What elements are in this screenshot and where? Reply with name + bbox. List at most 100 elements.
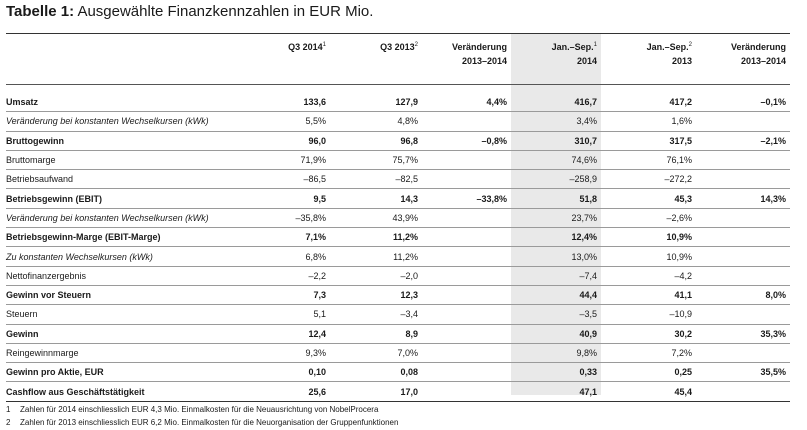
table-cell bbox=[422, 285, 511, 304]
table-cell: 71,9% bbox=[300, 155, 326, 166]
row-label: Reingewinnmarge bbox=[6, 348, 79, 358]
table-cell bbox=[422, 305, 511, 324]
table-cell bbox=[422, 228, 511, 247]
table-cell: 4,4% bbox=[486, 96, 507, 107]
table-cell: –33,8% bbox=[476, 193, 507, 204]
table-cell: 25,6 bbox=[308, 386, 326, 397]
row-label: Gewinn bbox=[6, 328, 39, 339]
row-label: Gewinn vor Steuern bbox=[6, 290, 92, 301]
footnote: 2 Zahlen für 2013 einschliesslich EUR 6,… bbox=[6, 416, 398, 429]
footnotes: 1 Zahlen für 2014 einschliesslich EUR 4,… bbox=[6, 403, 398, 429]
column-header: Veränderung 2013–2014 bbox=[730, 42, 786, 66]
footnote: 1 Zahlen für 2014 einschliesslich EUR 4,… bbox=[6, 403, 398, 416]
footnote-number: 2 bbox=[6, 418, 11, 427]
table-cell bbox=[422, 247, 511, 266]
table-row: Veränderung bei konstanten Wechselkursen… bbox=[6, 208, 790, 228]
table-cell: 14,3% bbox=[760, 193, 786, 204]
table-cell: 8,0% bbox=[765, 290, 786, 301]
table-cell: 10,9% bbox=[666, 232, 692, 243]
table-cell: 5,1 bbox=[313, 309, 326, 320]
table-cell: –272,2 bbox=[664, 174, 692, 185]
table-cell: 10,9% bbox=[666, 251, 692, 262]
row-label: Bruttogewinn bbox=[6, 135, 64, 146]
table-row: Steuern 5,1 –3,4 –3,5 –10,9 bbox=[6, 305, 790, 325]
row-label: Cashflow aus Geschäftstätigkeit bbox=[6, 386, 145, 397]
table-row: Zu konstanten Wechselkursen (kWk) 6,8% 11,… bbox=[6, 247, 790, 267]
table-cell bbox=[696, 112, 790, 131]
table-cell: –0,8% bbox=[481, 135, 507, 146]
table-cell: 47,1 bbox=[579, 386, 597, 397]
table-cell: 23,7% bbox=[571, 212, 597, 223]
table-cell: –0,1% bbox=[760, 96, 786, 107]
table-cell: 12,3 bbox=[400, 290, 418, 301]
table-cell bbox=[696, 228, 790, 247]
table-cell: 8,9 bbox=[405, 328, 418, 339]
table-cell: 4,8% bbox=[397, 116, 418, 127]
table-cell: 45,3 bbox=[674, 193, 692, 204]
table-cell: 9,5 bbox=[313, 193, 326, 204]
table-cell: 11,2% bbox=[392, 232, 418, 243]
table-cell: 5,5% bbox=[305, 116, 326, 127]
table-cell bbox=[696, 208, 790, 227]
table-cell: 317,5 bbox=[669, 135, 692, 146]
table-cell: 12,4% bbox=[571, 232, 597, 243]
table-row: Bruttogewinn 96,0 96,8 –0,8% 310,7 317,5 –2,1% bbox=[6, 131, 790, 151]
table-row: Umsatz 133,6 127,9 4,4% 416,7 417,2 –0,1% bbox=[6, 93, 790, 112]
table-cell bbox=[696, 266, 790, 285]
row-label: Umsatz bbox=[6, 96, 39, 107]
row-label: Veränderung bei konstanten Wechselkursen… bbox=[6, 116, 209, 127]
table-cell: 14,3 bbox=[400, 193, 418, 204]
table-cell: –86,5 bbox=[303, 174, 326, 185]
table-cell: 127,9 bbox=[395, 96, 418, 107]
table-cell: –3,5 bbox=[579, 309, 597, 320]
table-cell: 13,0% bbox=[571, 251, 597, 262]
table-row: Gewinn vor Steuern 7,3 12,3 44,4 41,1 8,0% bbox=[6, 285, 790, 305]
table-cell: 76,1% bbox=[666, 155, 692, 166]
financial-table: Q3 20141 Q3 20132 Veränderung 2013–2014 J… bbox=[6, 33, 790, 402]
row-label: Veränderung bei konstanten Wechselkursen… bbox=[6, 212, 209, 223]
row-label: Bruttomarge bbox=[6, 155, 56, 166]
row-label: Betriebsaufwand bbox=[6, 174, 74, 185]
table-cell: 30,2 bbox=[674, 328, 692, 339]
table-cell bbox=[696, 382, 790, 401]
row-label: Nettofinanzergebnis bbox=[6, 270, 87, 281]
footnote-number: 1 bbox=[6, 405, 11, 414]
header-spacer bbox=[6, 85, 790, 93]
table-cell: –2,0 bbox=[400, 270, 418, 281]
table-cell bbox=[422, 266, 511, 285]
table-cell: 44,4 bbox=[579, 290, 597, 301]
table-cell bbox=[696, 305, 790, 324]
column-header: Q3 20141 bbox=[288, 42, 326, 52]
table-cell bbox=[422, 343, 511, 362]
table-cell bbox=[422, 150, 511, 169]
table-cell: 3,4% bbox=[576, 116, 597, 127]
table-cell: 11,2% bbox=[393, 251, 418, 262]
table-cell: –3,4 bbox=[400, 309, 418, 320]
table-cell: –4,2 bbox=[674, 270, 692, 281]
table-cell bbox=[422, 112, 511, 131]
table-cell bbox=[696, 150, 790, 169]
table-cell bbox=[422, 363, 511, 382]
table-cell bbox=[422, 382, 511, 401]
highlight-column-background bbox=[511, 33, 601, 395]
table-row: Betriebsaufwand –86,5 –82,5 –258,9 –272,2 bbox=[6, 170, 790, 189]
table-cell: 75,7% bbox=[392, 155, 418, 166]
table-cell: 7,1% bbox=[305, 232, 326, 243]
table-cell: 7,0% bbox=[397, 348, 418, 358]
table-row: Veränderung bei konstanten Wechselkursen… bbox=[6, 112, 790, 132]
table-row: Nettofinanzergebnis –2,2 –2,0 –7,4 –4,2 bbox=[6, 266, 790, 286]
row-label: Gewinn pro Aktie, EUR bbox=[6, 367, 104, 378]
table-cell: –2,2 bbox=[308, 270, 326, 281]
table-cell bbox=[696, 170, 790, 189]
row-label: Zu konstanten Wechselkursen (kWk) bbox=[6, 251, 153, 262]
table-cell: 45,4 bbox=[674, 386, 692, 397]
table-cell: –10,9 bbox=[669, 309, 692, 320]
table-cell: 40,9 bbox=[579, 328, 597, 339]
table-cell: 41,1 bbox=[674, 290, 692, 301]
table-row: Reingewinnmarge 9,3% 7,0% 9,8% 7,2% bbox=[6, 343, 790, 363]
table-cell: –2,1% bbox=[760, 135, 786, 146]
table-row: Cashflow aus Geschäftstätigkeit 25,6 17,0 4… bbox=[6, 382, 790, 402]
column-header bbox=[6, 34, 246, 85]
table-cell: 74,6% bbox=[571, 155, 597, 166]
table-cell: 96,0 bbox=[308, 135, 326, 146]
